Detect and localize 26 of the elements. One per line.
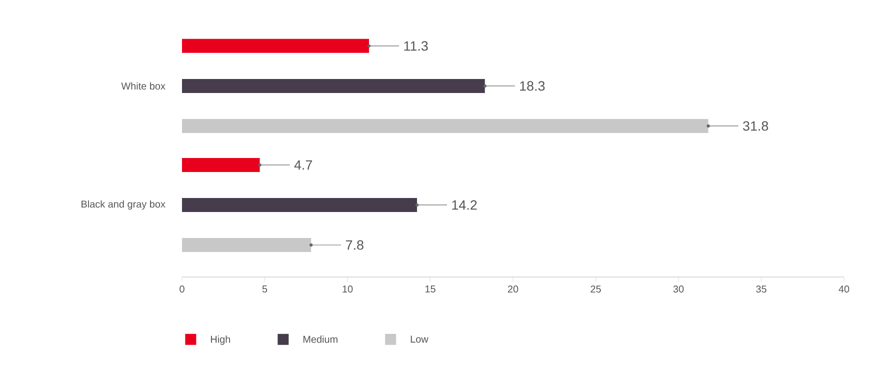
y-tick-label: White box [121, 82, 166, 90]
x-tick-label: 35 [756, 286, 766, 293]
bar [182, 38, 370, 53]
x-tick-label: 0 [180, 286, 184, 293]
bar [182, 78, 485, 93]
x-tick-label: 5 [262, 286, 268, 292]
bar [182, 238, 312, 252]
legend-label: Medium [303, 336, 338, 343]
bar [182, 158, 260, 172]
data-label: 11.3 [404, 41, 428, 51]
x-tick-label: 15 [425, 286, 436, 292]
x-tick-label: 40 [838, 286, 850, 293]
bar [182, 198, 418, 212]
x-tick-label: 20 [508, 286, 518, 293]
legend-label: High [210, 336, 230, 345]
bar [182, 118, 708, 133]
x-tick-label: 25 [590, 286, 601, 293]
legend-label: Low [410, 336, 428, 343]
data-label: 18.3 [520, 81, 545, 91]
data-label: 4.7 [294, 160, 312, 170]
x-tick-label: 30 [673, 286, 684, 293]
y-tick-label: Black and gray box [82, 200, 166, 210]
data-label: 14.2 [452, 200, 477, 210]
x-tick-label: 10 [342, 286, 353, 293]
data-label: 7.8 [346, 240, 364, 250]
data-label: 31.8 [743, 121, 768, 131]
